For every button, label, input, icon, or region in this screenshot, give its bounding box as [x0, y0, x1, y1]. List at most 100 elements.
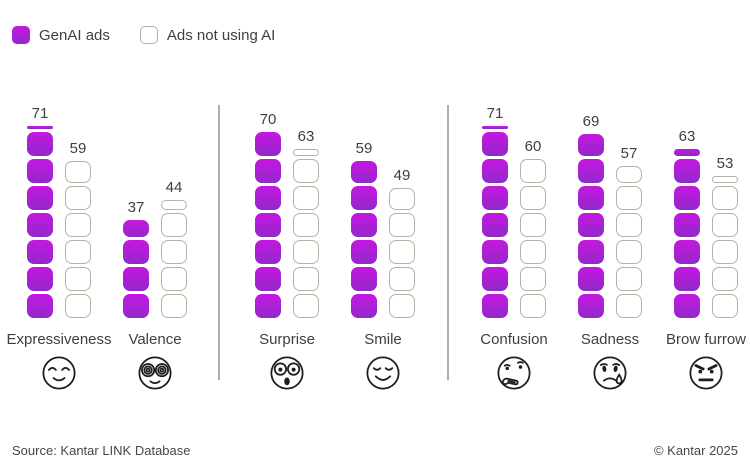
- bar-block: [389, 240, 415, 264]
- bar-pair: 59 49: [351, 105, 415, 318]
- metric-label-text: Valence: [128, 331, 182, 348]
- astonished-face-icon: [265, 351, 309, 395]
- bar-value-label: 53: [716, 155, 734, 172]
- bar-block: [616, 294, 642, 318]
- bar-block: [293, 213, 319, 237]
- metric-label: Expressiveness: [6, 331, 111, 348]
- bar-no-ai-sadness: 57: [616, 145, 642, 318]
- bar-block: [255, 132, 281, 156]
- bar-block: [255, 186, 281, 210]
- bar-genai-valence: 37: [123, 199, 149, 318]
- bar-block: [482, 240, 508, 264]
- bar-block: [482, 132, 508, 156]
- bar-value-label: 69: [582, 113, 600, 130]
- metric-label-text: Surprise: [259, 331, 315, 348]
- bar-block: [712, 267, 738, 291]
- legend-label-no-ai: Ads not using AI: [166, 26, 276, 44]
- bar-block: [578, 159, 604, 183]
- bar-block: [389, 294, 415, 318]
- metric-label: Confusion: [480, 331, 548, 348]
- bar-block: [674, 240, 700, 264]
- legend-item-no-ai: Ads not using AI: [139, 26, 276, 44]
- bar-genai-sadness: 69: [578, 113, 604, 318]
- bar-no-ai-brow-furrow: 53: [712, 155, 738, 318]
- bar-block: [351, 186, 377, 210]
- bar-value-label: 63: [297, 128, 315, 145]
- bar-block: [27, 240, 53, 264]
- bar-block: [27, 294, 53, 318]
- bar-block: [482, 294, 508, 318]
- metric-smile: 59 49 Smile: [351, 105, 415, 395]
- bar-block: [578, 186, 604, 210]
- bar-no-ai-smile: 49: [389, 167, 415, 318]
- bar-genai-brow-furrow: 63: [674, 128, 700, 318]
- bar-block: [293, 267, 319, 291]
- bar-block: [616, 267, 642, 291]
- smiling-closed-eyes-face-icon: [37, 351, 81, 395]
- bar-block: [255, 213, 281, 237]
- metric-label: Valence: [123, 331, 187, 348]
- bar-block: [482, 159, 508, 183]
- bar-block: [674, 159, 700, 183]
- source-note: Source: Kantar LINK Database: [12, 443, 191, 458]
- copyright-note: © Kantar 2025: [653, 443, 738, 458]
- metric-label-text: Expressiveness: [6, 331, 112, 348]
- bar-block: [65, 240, 91, 264]
- bar-block: [255, 240, 281, 264]
- bar-block: [351, 240, 377, 264]
- bar-block: [712, 294, 738, 318]
- bar-pair: 37 44: [123, 105, 187, 318]
- bar-block: [674, 186, 700, 210]
- bar-genai-surprise: 70: [255, 111, 281, 318]
- metric-label-text: Smile: [364, 331, 402, 348]
- bar-genai-smile: 59: [351, 140, 377, 318]
- metric-sadness: 69 57 Sadness: [578, 105, 642, 395]
- metric-label: Brow furrow: [666, 331, 746, 348]
- bar-block: [482, 186, 508, 210]
- metric-label: Sadness: [578, 331, 642, 348]
- metric-label: Surprise: [255, 331, 319, 348]
- metric-label-text: Sadness: [580, 331, 640, 348]
- bar-pair: 70 63: [255, 105, 319, 318]
- bar-pair: 63 53: [674, 105, 738, 318]
- bar-block: [65, 161, 91, 183]
- bar-pair: 69 57: [578, 105, 642, 318]
- bar-block: [27, 186, 53, 210]
- spiral-eyes-glasses-face-icon: [133, 351, 177, 395]
- bar-no-ai-expressiveness: 59: [65, 140, 91, 318]
- angry-face-icon: [684, 351, 728, 395]
- bar-block: [674, 294, 700, 318]
- bar-block: [123, 240, 149, 264]
- bar-block: [255, 294, 281, 318]
- no-ai-swatch-icon: [139, 26, 158, 44]
- bar-block: [351, 161, 377, 183]
- bar-block: [161, 213, 187, 237]
- bar-genai-confusion: 71: [482, 105, 508, 318]
- bar-block: [65, 294, 91, 318]
- metric-expressiveness: 71 59 Expressiveness: [6, 105, 112, 395]
- bar-value-label: 71: [486, 105, 504, 122]
- legend: GenAI ads Ads not using AI: [12, 26, 275, 44]
- metric-brow-furrow: 63 53 Brow furrow: [666, 105, 746, 395]
- bar-block: [161, 294, 187, 318]
- bar-block: [65, 186, 91, 210]
- metric-label-text: Brow furrow: [665, 331, 747, 348]
- bar-block: [351, 294, 377, 318]
- sad-face-with-tear-icon: [588, 351, 632, 395]
- bar-block: [123, 267, 149, 291]
- bar-value-label: 57: [620, 145, 638, 162]
- bar-block: [65, 267, 91, 291]
- bar-block: [674, 213, 700, 237]
- bar-block: [293, 294, 319, 318]
- group-divider-1: [218, 105, 220, 380]
- bar-value-label: 49: [393, 167, 411, 184]
- chart-group-2: 70 63 Surprise 59 49 Smile: [255, 105, 415, 395]
- bar-block: [27, 159, 53, 183]
- bar-block: [27, 213, 53, 237]
- bar-block: [616, 213, 642, 237]
- bar-block: [293, 159, 319, 183]
- bar-value-label: 71: [31, 105, 49, 122]
- metric-confusion: 71 60 Confusion: [480, 105, 548, 395]
- metric-surprise: 70 63 Surprise: [255, 105, 319, 395]
- group-divider-2: [447, 105, 449, 380]
